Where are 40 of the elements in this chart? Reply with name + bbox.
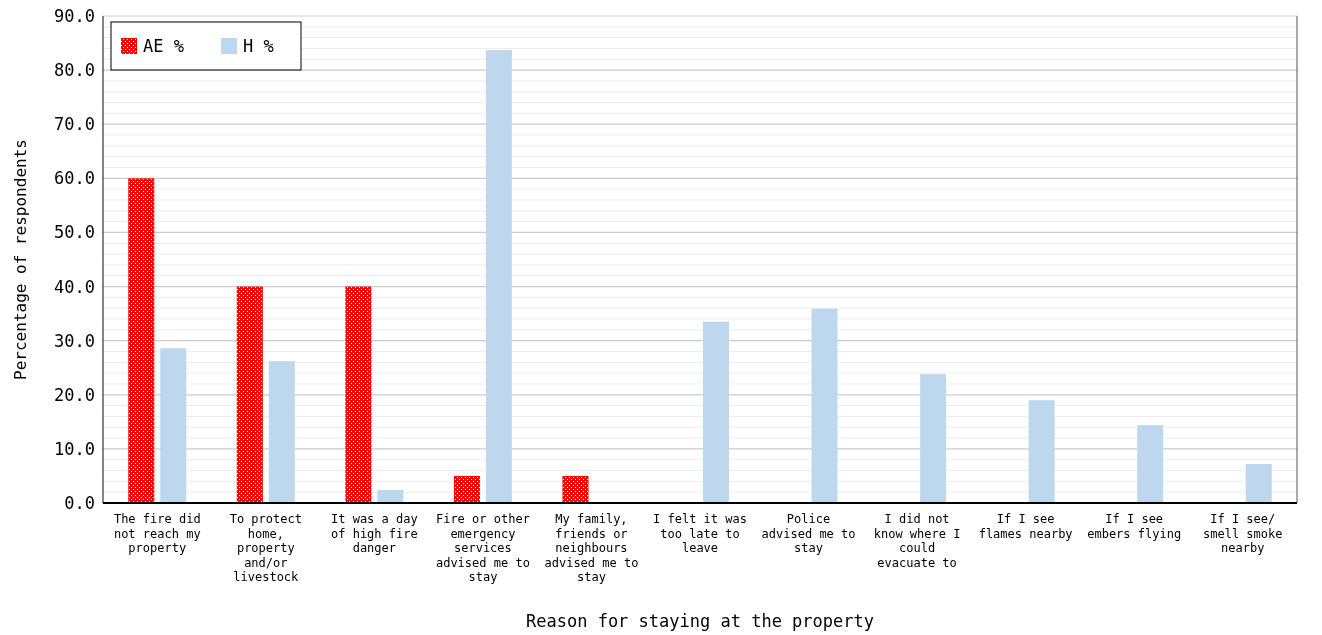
y-axis-title: Percentage of respondents <box>11 139 30 380</box>
bar <box>562 475 589 503</box>
bar <box>920 374 947 503</box>
bar <box>345 286 372 503</box>
x-tick-label: If I see/ smell smoke nearby <box>1202 512 1283 555</box>
y-tick-label: 0.0 <box>64 492 95 513</box>
x-tick-label: To protect home, property and/or livestock <box>229 512 302 584</box>
y-tick-label: 30.0 <box>54 330 95 351</box>
bar <box>160 348 187 503</box>
legend-label: H % <box>243 35 274 56</box>
bar <box>1245 464 1272 503</box>
x-tick-label: I did not know where I could evacuate to <box>873 512 961 570</box>
y-tick-label: 90.0 <box>54 5 95 26</box>
y-tick-label: 70.0 <box>54 114 95 135</box>
y-tick-label: 10.0 <box>54 438 95 459</box>
x-tick-label: My family, friends or neighbours advised me to stay <box>544 512 639 584</box>
y-tick-label: 40.0 <box>54 276 95 297</box>
bar <box>811 308 838 503</box>
y-tick-label: 80.0 <box>54 60 95 81</box>
x-tick-label: The fire did not reach my property <box>113 512 201 555</box>
x-tick-label: If I see flames nearby <box>978 512 1073 541</box>
x-tick-label: I felt it was too late to leave <box>653 512 747 555</box>
bar <box>377 490 404 503</box>
bar <box>236 286 263 503</box>
bar <box>128 178 155 503</box>
bar <box>1028 400 1055 503</box>
bar <box>703 321 729 503</box>
x-tick-label: Fire or other emergency services advised me to stay <box>435 512 530 584</box>
x-tick-label: Police advised me to stay <box>761 512 856 555</box>
bar <box>1137 425 1164 503</box>
y-tick-label: 60.0 <box>54 168 95 189</box>
x-tick-label: It was a day of high fire danger <box>331 512 418 555</box>
bar <box>453 475 480 503</box>
legend-label: AE % <box>143 35 184 56</box>
bar <box>268 361 295 503</box>
x-tick-label: If I see embers flying <box>1087 512 1182 541</box>
y-tick-label: 20.0 <box>54 384 95 405</box>
x-axis-title: Reason for staying at the property <box>526 611 874 631</box>
y-tick-label: 50.0 <box>54 222 95 243</box>
bar <box>485 50 512 503</box>
